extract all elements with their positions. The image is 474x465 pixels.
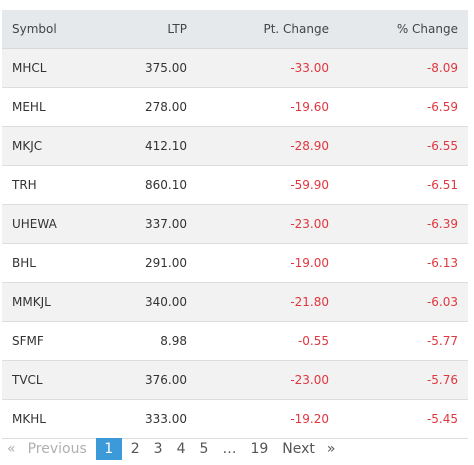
cell-ltp: 278.00 (102, 87, 197, 127)
cell-symbol[interactable]: TVCL (2, 360, 102, 400)
cell-pct-change: -6.59 (339, 87, 468, 127)
next-button[interactable]: Next (282, 441, 315, 457)
page-2-button[interactable]: 2 (130, 441, 140, 457)
page-19-button[interactable]: 19 (250, 441, 269, 457)
table-row[interactable]: BHL 291.00 -19.00 -6.13 (2, 243, 468, 283)
cell-pt-change: -19.00 (197, 243, 339, 283)
cell-ltp: 375.00 (102, 48, 197, 88)
cell-symbol[interactable]: MHCL (2, 48, 102, 88)
page-3-button[interactable]: 3 (153, 441, 163, 457)
cell-pt-change: -19.20 (197, 399, 339, 439)
table-header: Symbol LTP Pt. Change % Change (2, 10, 468, 49)
table-row[interactable]: SFMF 8.98 -0.55 -5.77 (2, 321, 468, 361)
cell-pt-change: -19.60 (197, 87, 339, 127)
cell-symbol[interactable]: SFMF (2, 321, 102, 361)
cell-pt-change: -0.55 (197, 321, 339, 361)
cell-pt-change: -23.00 (197, 204, 339, 244)
table-row[interactable]: MHCL 375.00 -33.00 -8.09 (2, 48, 468, 88)
cell-pct-change: -6.13 (339, 243, 468, 283)
cell-symbol[interactable]: MMKJL (2, 282, 102, 322)
cell-pct-change: -5.77 (339, 321, 468, 361)
cell-symbol[interactable]: MEHL (2, 87, 102, 127)
cell-pt-change: -23.00 (197, 360, 339, 400)
cell-ltp: 376.00 (102, 360, 197, 400)
cell-symbol[interactable]: UHEWA (2, 204, 102, 244)
cell-pct-change: -5.45 (339, 399, 468, 439)
cell-ltp: 291.00 (102, 243, 197, 283)
cell-pct-change: -6.39 (339, 204, 468, 244)
header-ltp[interactable]: LTP (102, 10, 197, 49)
cell-symbol[interactable]: BHL (2, 243, 102, 283)
table-row[interactable]: TRH 860.10 -59.90 -6.51 (2, 165, 468, 205)
previous-button[interactable]: Previous (27, 441, 87, 457)
cell-ltp: 337.00 (102, 204, 197, 244)
table-row[interactable]: UHEWA 337.00 -23.00 -6.39 (2, 204, 468, 244)
header-pt-change[interactable]: Pt. Change (197, 10, 339, 49)
cell-symbol[interactable]: TRH (2, 165, 102, 205)
cell-pct-change: -6.03 (339, 282, 468, 322)
table-row[interactable]: MKJC 412.10 -28.90 -6.55 (2, 126, 468, 166)
page-1-button[interactable]: 1 (95, 438, 122, 460)
header-row: Symbol LTP Pt. Change % Change (2, 10, 468, 49)
header-pct-change[interactable]: % Change (339, 10, 468, 49)
cell-ltp: 8.98 (102, 321, 197, 361)
losers-table-container: Symbol LTP Pt. Change % Change MHCL 375.0… (2, 10, 468, 439)
cell-symbol[interactable]: MKJC (2, 126, 102, 166)
cell-pt-change: -59.90 (197, 165, 339, 205)
table-row[interactable]: TVCL 376.00 -23.00 -5.76 (2, 360, 468, 400)
next-arrow-icon[interactable]: » (326, 441, 336, 457)
pagination-ellipsis: … (222, 441, 237, 457)
cell-pt-change: -28.90 (197, 126, 339, 166)
cell-symbol[interactable]: MKHL (2, 399, 102, 439)
cell-ltp: 412.10 (102, 126, 197, 166)
cell-ltp: 860.10 (102, 165, 197, 205)
header-symbol[interactable]: Symbol (2, 10, 102, 49)
prev-arrow-icon: « (7, 441, 16, 457)
table-row[interactable]: MKHL 333.00 -19.20 -5.45 (2, 399, 468, 439)
cell-ltp: 333.00 (102, 399, 197, 439)
cell-pct-change: -5.76 (339, 360, 468, 400)
table-row[interactable]: MEHL 278.00 -19.60 -6.59 (2, 87, 468, 127)
table-row[interactable]: MMKJL 340.00 -21.80 -6.03 (2, 282, 468, 322)
cell-pt-change: -21.80 (197, 282, 339, 322)
table-body: MHCL 375.00 -33.00 -8.09 MEHL 278.00 -19.60 -6.… (2, 48, 468, 439)
cell-ltp: 340.00 (102, 282, 197, 322)
cell-pt-change: -33.00 (197, 48, 339, 88)
pagination: « Previous 1 2 3 4 5 … 19 Next » (4, 437, 342, 461)
page-5-button[interactable]: 5 (199, 441, 209, 457)
cell-pct-change: -8.09 (339, 48, 468, 88)
cell-pct-change: -6.55 (339, 126, 468, 166)
losers-table: Symbol LTP Pt. Change % Change MHCL 375.0… (2, 10, 468, 439)
page-4-button[interactable]: 4 (176, 441, 186, 457)
cell-pct-change: -6.51 (339, 165, 468, 205)
